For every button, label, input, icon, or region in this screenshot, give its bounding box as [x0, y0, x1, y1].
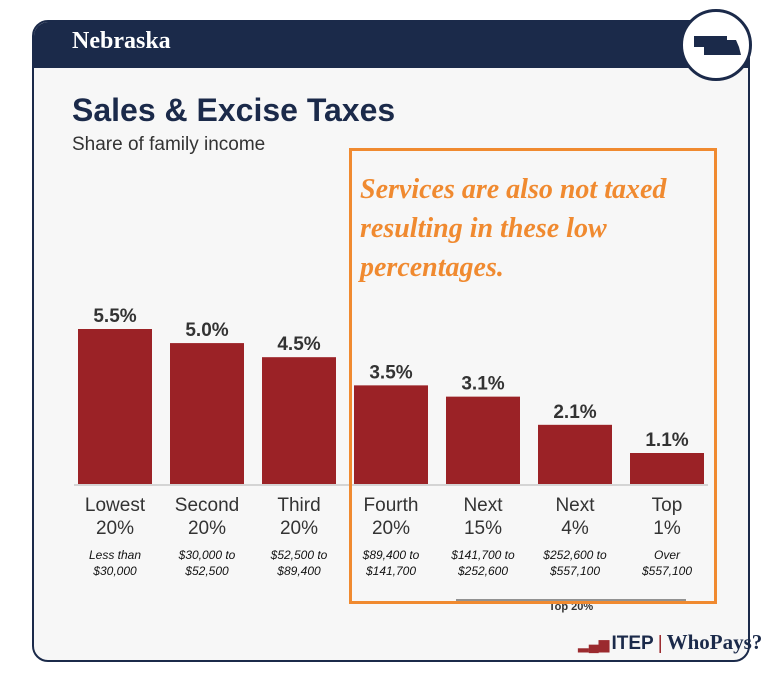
income-range-5-b: $252,600 [457, 564, 508, 578]
x-tick-label-2: Second [175, 495, 239, 516]
income-range-2-b: $52,500 [184, 564, 229, 578]
x-tick-label-5-pct: 15% [464, 518, 502, 539]
itep-text: ITEP [611, 633, 654, 654]
data-label-2: 5.0% [185, 320, 228, 341]
income-range-3: $52,500 to [270, 548, 328, 562]
x-tick-label-3-pct: 20% [280, 518, 318, 539]
data-label-6: 2.1% [553, 402, 596, 423]
chart-subtitle: Share of family income [72, 134, 266, 155]
whopays-text: WhoPays? [666, 630, 763, 654]
annotation-text: Services are also not taxed resulting in… [360, 174, 667, 283]
x-tick-label-6: Next [555, 495, 595, 516]
income-range-4: $89,400 to [362, 548, 420, 562]
state-name: Nebraska [72, 28, 171, 54]
bar-7 [630, 453, 704, 484]
bar-3 [262, 357, 336, 484]
data-label-5: 3.1% [461, 374, 504, 395]
x-tick-label-3: Third [277, 495, 320, 516]
nebraska-state-map-icon [680, 9, 752, 81]
bar-2 [170, 343, 244, 484]
itep-whopays-logo: ▂▄▆ ITEP | WhoPays? [578, 630, 763, 654]
data-label-4: 3.5% [369, 362, 412, 383]
income-range-2: $30,000 to [178, 548, 236, 562]
income-range-6-b: $557,100 [549, 564, 600, 578]
income-range-1: Less than [89, 548, 141, 562]
header-bar: Nebraska [34, 22, 748, 68]
top20-label: Top 20% [549, 601, 594, 613]
bar-6 [538, 424, 612, 484]
x-tick-label-2-pct: 20% [188, 518, 226, 539]
x-tick-label-6-pct: 4% [561, 518, 589, 539]
income-range-7-b: $557,100 [641, 564, 692, 578]
data-label-1: 5.5% [93, 306, 136, 327]
x-tick-label-7: Top [652, 495, 683, 516]
x-tick-label-5: Next [463, 495, 503, 516]
bar-5 [446, 396, 520, 484]
bar-4 [354, 385, 428, 484]
bar-1 [78, 329, 152, 484]
x-tick-label-4: Fourth [364, 495, 419, 516]
itep-logo-icon: ▂▄▆ [578, 636, 610, 652]
x-tick-label-7-pct: 1% [653, 518, 681, 539]
x-tick-label-1-pct: 20% [96, 518, 134, 539]
data-label-7: 1.1% [645, 430, 688, 451]
income-range-5: $141,700 to [450, 548, 515, 562]
highlight-box [349, 148, 717, 604]
income-range-7: Over [654, 548, 681, 562]
x-tick-label-1: Lowest [85, 495, 146, 516]
income-range-3-b: $89,400 [276, 564, 321, 578]
income-range-4-b: $141,700 [365, 564, 416, 578]
income-range-6: $252,600 to [542, 548, 607, 562]
data-label-3: 4.5% [277, 334, 320, 355]
x-tick-label-4-pct: 20% [372, 518, 410, 539]
income-range-1-b: $30,000 [92, 564, 137, 578]
chart-title: Sales & Excise Taxes [72, 92, 396, 128]
